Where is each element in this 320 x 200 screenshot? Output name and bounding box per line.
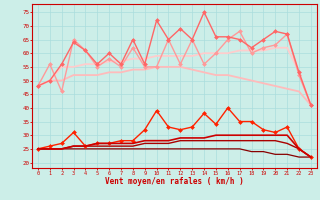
X-axis label: Vent moyen/en rafales ( km/h ): Vent moyen/en rafales ( km/h ) <box>105 177 244 186</box>
